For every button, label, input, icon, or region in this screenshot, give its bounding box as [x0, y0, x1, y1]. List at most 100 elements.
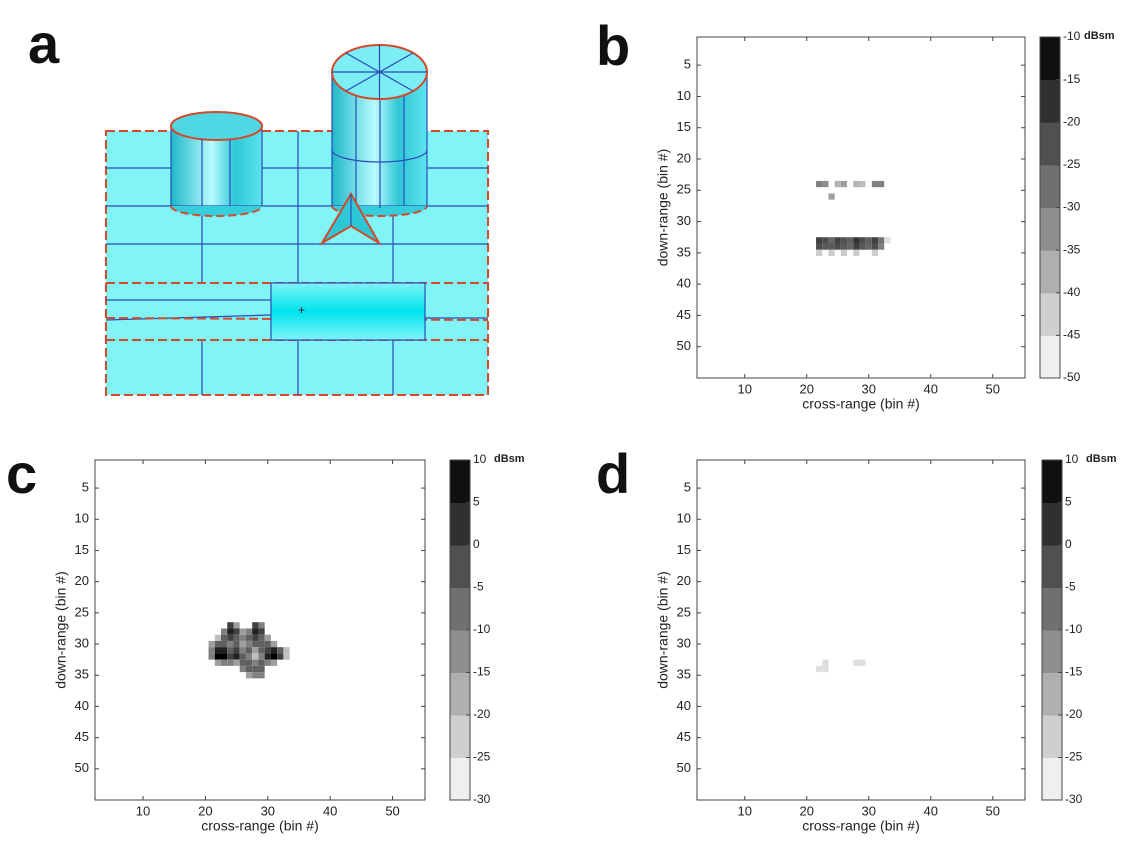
colorbar-tick-label: 0: [473, 537, 480, 551]
colorbar-tick-label: -5: [1065, 580, 1076, 594]
heat-cell: [277, 653, 283, 659]
heat-cell: [853, 660, 859, 666]
heat-cell: [822, 237, 828, 243]
colorbar-swatch: [450, 545, 470, 588]
heat-cell: [240, 635, 246, 641]
y-tick-label: 25: [677, 604, 691, 619]
y-tick-label: 30: [677, 635, 691, 650]
heat-cell: [283, 647, 289, 653]
heat-cell: [227, 635, 233, 641]
colorbar-swatch: [1042, 758, 1062, 801]
heat-cell: [835, 237, 841, 243]
colorbar-swatch: [1042, 673, 1062, 716]
heat-cell: [271, 660, 277, 666]
heat-cell: [252, 635, 258, 641]
colorbar-swatch: [450, 460, 470, 503]
colorbar-swatch: [1040, 37, 1060, 80]
colorbar-swatch: [450, 715, 470, 758]
heat-cell: [209, 647, 215, 653]
heat-cell: [227, 622, 233, 628]
y-tick-label: 45: [75, 729, 89, 744]
heat-cell: [841, 243, 847, 249]
heat-cell: [853, 237, 859, 243]
y-tick-label: 50: [75, 760, 89, 775]
colorbar-swatch: [1042, 545, 1062, 588]
colorbar-swatch: [450, 758, 470, 801]
heat-cell: [258, 628, 264, 634]
x-axis-label: cross-range (bin #): [802, 396, 920, 412]
heat-cell: [841, 181, 847, 187]
heat-cell: [878, 243, 884, 249]
heat-cell: [221, 641, 227, 647]
colorbar-unit: dBsm: [1084, 30, 1115, 42]
heat-cell: [240, 641, 246, 647]
y-tick-label: 50: [677, 338, 691, 353]
heat-cell: [246, 653, 252, 659]
y-tick-label: 25: [677, 182, 691, 197]
heat-cell: [878, 181, 884, 187]
heat-cell: [258, 672, 264, 678]
y-axis-label: down-range (bin #): [655, 571, 671, 689]
heat-cell: [828, 250, 834, 256]
y-tick-label: 45: [677, 729, 691, 744]
colorbar-swatch: [1042, 588, 1062, 631]
colorbar-swatch: [1040, 293, 1060, 336]
colorbar-swatch: [450, 503, 470, 546]
colorbar-swatch: [1040, 250, 1060, 293]
colorbar-tick-label: 0: [1065, 537, 1072, 551]
heat-cell: [221, 628, 227, 634]
panel-letter: a: [28, 12, 60, 75]
heat-cell: [816, 237, 822, 243]
heat-cell: [246, 641, 252, 647]
heat-cell: [258, 641, 264, 647]
colorbar-swatch: [450, 673, 470, 716]
heat-cell: [835, 181, 841, 187]
heat-cell: [265, 641, 271, 647]
heat-cell: [271, 641, 277, 647]
colorbar-unit: dBsm: [1086, 453, 1117, 465]
x-tick-label: 10: [136, 803, 150, 818]
heat-cell: [283, 653, 289, 659]
colorbar-swatch: [1040, 208, 1060, 251]
heat-cell: [240, 660, 246, 666]
y-tick-label: 5: [82, 480, 89, 495]
colorbar-tick-label: -40: [1063, 285, 1081, 299]
heat-cell: [822, 666, 828, 672]
y-tick-label: 25: [75, 604, 89, 619]
x-tick-label: 40: [323, 803, 337, 818]
heat-cell: [853, 243, 859, 249]
x-axis-label: cross-range (bin #): [201, 818, 319, 834]
heat-cell: [859, 660, 865, 666]
colorbar-tick-label: -10: [473, 622, 491, 636]
heat-cell: [847, 237, 853, 243]
heat-cell: [271, 647, 277, 653]
y-tick-label: 50: [677, 760, 691, 775]
heat-cell: [872, 243, 878, 249]
heat-cell: [872, 237, 878, 243]
colorbar-swatch: [1040, 122, 1060, 165]
heat-cell: [835, 243, 841, 249]
heat-cell: [227, 641, 233, 647]
heat-cell: [866, 237, 872, 243]
heat-cell: [878, 237, 884, 243]
y-tick-label: 45: [677, 307, 691, 322]
heat-cell: [252, 660, 258, 666]
colorbar-tick-label: -5: [473, 580, 484, 594]
heat-cell: [240, 666, 246, 672]
x-axis-label: cross-range (bin #): [802, 818, 920, 834]
heat-cell: [816, 181, 822, 187]
heat-cell: [822, 243, 828, 249]
heat-cell: [221, 647, 227, 653]
y-tick-label: 10: [677, 88, 691, 103]
heat-cell: [265, 647, 271, 653]
heat-cell: [853, 181, 859, 187]
colorbar-swatch: [450, 630, 470, 673]
heat-cell: [822, 181, 828, 187]
heat-cell: [258, 660, 264, 666]
colorbar-tick-label: -45: [1063, 328, 1081, 342]
heat-cell: [221, 653, 227, 659]
figure: a b c d +: [0, 0, 1127, 841]
colorbar-tick-label: -30: [1063, 200, 1081, 214]
colorbar-tick-label: -30: [1065, 792, 1083, 806]
heat-cell: [828, 193, 834, 199]
